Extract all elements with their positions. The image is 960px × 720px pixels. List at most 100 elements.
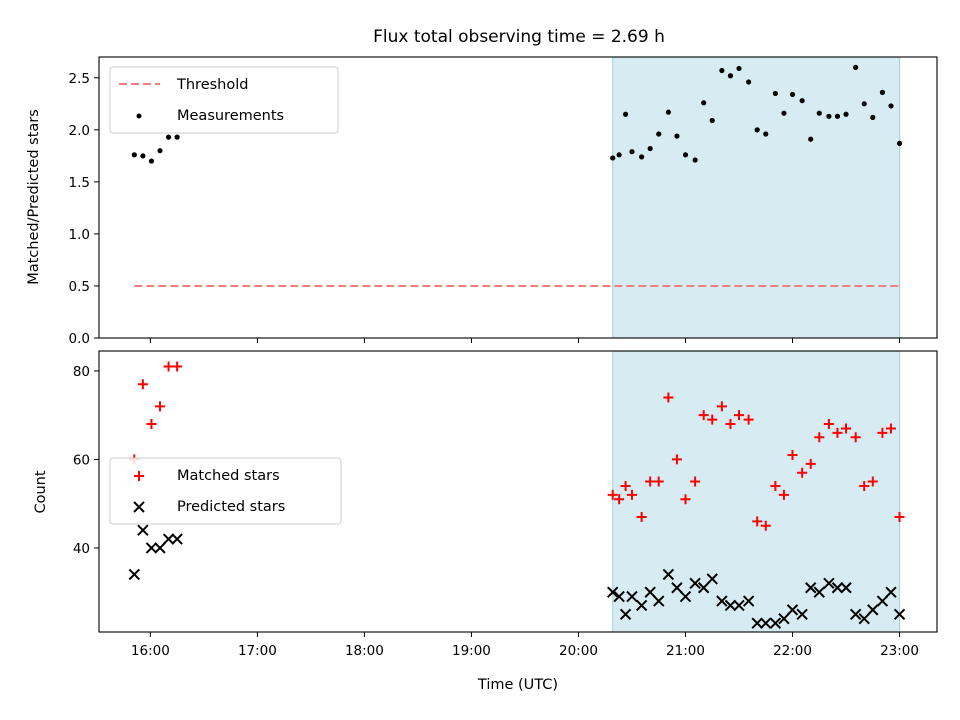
matched-star-point xyxy=(698,410,709,421)
matched-star-point xyxy=(797,467,808,478)
predicted-star-point xyxy=(831,582,844,594)
top-plot-frame xyxy=(98,56,938,339)
top-legend: Threshold Measurements xyxy=(109,66,339,134)
matched-star-point xyxy=(867,476,878,487)
matched-star-point xyxy=(823,419,834,430)
measurement-point xyxy=(888,103,894,109)
predicted-star-point xyxy=(716,595,728,607)
legend-predicted-label: Predicted stars xyxy=(177,499,285,515)
predicted-star-point xyxy=(635,599,648,612)
legend-threshold-label: Threshold xyxy=(176,77,248,93)
predicted-star-point xyxy=(823,577,835,590)
matched-star-point xyxy=(626,489,637,500)
matched-star-point xyxy=(707,414,718,425)
predicted-star-point xyxy=(885,586,897,598)
x-tick-label: 19:00 xyxy=(452,643,491,659)
predicted-star-point xyxy=(751,617,763,629)
measurement-point xyxy=(727,73,734,79)
measurement-point xyxy=(799,98,805,104)
bottom-y-tick-label: 40 xyxy=(73,541,90,557)
measurement-point xyxy=(701,100,707,106)
measurement-point xyxy=(682,152,689,158)
predicted-star-point xyxy=(760,617,772,629)
matched-star-point xyxy=(690,476,701,487)
predicted-star-point xyxy=(128,568,141,581)
bottom-y-tick-label: 60 xyxy=(73,452,90,468)
predicted-star-point xyxy=(607,586,619,598)
predicted-star-point xyxy=(697,582,710,594)
predicted-star-point xyxy=(171,533,183,545)
matched-star-point xyxy=(760,520,771,531)
measurement-point xyxy=(870,114,876,120)
predicted-star-point xyxy=(671,582,683,594)
predicted-star-point xyxy=(778,613,790,625)
matched-star-point xyxy=(163,361,174,372)
top-legend-box xyxy=(109,66,339,134)
top-y-tick-label: 1.5 xyxy=(69,175,90,191)
measurement-point xyxy=(763,131,769,137)
predicted-star-point xyxy=(644,586,656,598)
predicted-star-point xyxy=(805,582,817,594)
legend-matched-label: Matched stars xyxy=(177,468,280,484)
legend-predicted-swatch xyxy=(133,501,145,513)
measurement-point xyxy=(826,113,832,119)
predicted-star-point xyxy=(858,613,870,625)
matched-star-point xyxy=(645,476,656,487)
matched-star-point xyxy=(752,516,763,527)
measurement-point xyxy=(853,64,859,71)
predicted-star-point xyxy=(613,590,625,603)
measurement-point xyxy=(629,149,635,155)
x-tick-label: 20:00 xyxy=(559,643,598,659)
matched-star-point xyxy=(787,449,798,460)
predicted-star-point xyxy=(796,608,808,621)
matched-star-point xyxy=(653,476,664,487)
bottom-y-axis-label: Count xyxy=(33,470,49,513)
measurement-point xyxy=(610,155,616,161)
matched-star-point xyxy=(172,361,183,372)
measurement-point xyxy=(879,89,886,95)
x-tick-label: 18:00 xyxy=(345,643,384,659)
matched-star-point xyxy=(137,379,148,390)
measurement-point xyxy=(754,127,760,133)
matched-star-point xyxy=(607,489,618,500)
matched-star-point xyxy=(636,511,647,522)
predicted-star-point xyxy=(662,568,675,581)
bottom-legend: Matched stars Predicted stars xyxy=(109,457,342,525)
measurement-point xyxy=(709,117,715,124)
predicted-star-point xyxy=(679,590,692,603)
measurement-point xyxy=(148,158,155,164)
top-panel: 0.0 0.5 1.0 1.5 2.0 2.5 Matched/Predicted sta… xyxy=(26,56,938,347)
top-y-tick-label: 1.0 xyxy=(69,227,90,243)
bottom-y-tick-label: 80 xyxy=(73,364,90,380)
measurement-point xyxy=(674,133,680,139)
predicted-star-point xyxy=(733,599,745,612)
x-axis-label: Time (UTC) xyxy=(477,677,558,693)
x-tick-label: 21:00 xyxy=(666,643,705,659)
measurement-point xyxy=(665,109,671,115)
predicted-star-point xyxy=(154,542,166,554)
top-y-tick-label: 0.5 xyxy=(69,279,90,295)
measurement-point xyxy=(772,90,778,97)
observing-window-shade xyxy=(612,56,901,339)
legend-matched-swatch xyxy=(134,471,144,481)
bottom-plot-frame xyxy=(98,350,938,633)
predicted-star-point xyxy=(619,608,632,621)
predicted-star-point xyxy=(145,542,158,554)
predicted-star-point xyxy=(706,573,718,585)
matched-star-point xyxy=(850,432,861,443)
matched-star-point xyxy=(716,401,727,412)
predicted-star-point xyxy=(653,595,665,607)
matched-star-point xyxy=(725,419,736,430)
measurement-point xyxy=(622,111,629,117)
matched-star-point xyxy=(614,494,625,505)
measurement-point xyxy=(861,101,867,107)
measurement-point xyxy=(616,152,622,158)
matched-star-point xyxy=(841,423,852,434)
measurement-point xyxy=(843,111,849,117)
matched-star-point xyxy=(743,414,754,425)
predicted-star-point xyxy=(137,524,149,536)
observing-window-shade xyxy=(612,350,901,633)
matched-star-point xyxy=(832,427,843,438)
measurement-point xyxy=(692,157,698,163)
